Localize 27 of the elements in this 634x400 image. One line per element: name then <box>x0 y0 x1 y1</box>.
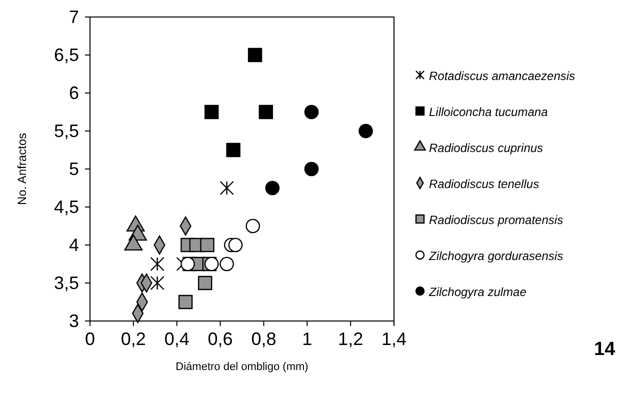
legend-label: Radiodiscus promatensis <box>429 213 564 227</box>
x-tick-label: 0 <box>84 328 96 349</box>
x-tick-label: 0,4 <box>164 328 190 349</box>
legend-label: Lilloiconcha tucumana <box>429 105 548 119</box>
y-axis-title: No. Anfractos <box>15 132 29 206</box>
x-tick-label: 0,2 <box>120 328 146 349</box>
y-tick-label: 4,5 <box>54 196 79 217</box>
legend-label: Zilchogyra gordurasensis <box>428 249 564 263</box>
y-tick-label: 5,5 <box>54 120 79 141</box>
x-tick-label: 1,4 <box>381 328 407 349</box>
y-tick-label: 4 <box>68 234 79 255</box>
y-tick-label: 6,5 <box>54 44 79 65</box>
legend-label: Zilchogyra zulmae <box>428 285 527 299</box>
y-tick-label: 6 <box>68 82 79 103</box>
x-tick-label: 0,8 <box>251 328 276 349</box>
x-tick-label: 1 <box>302 328 312 349</box>
y-tick-label: 5 <box>68 158 79 179</box>
legend-label: Radiodiscus cuprinus <box>429 141 544 155</box>
y-tick-label: 7 <box>68 6 79 27</box>
x-axis-title: Diámetro del ombligo (mm) <box>176 361 308 373</box>
legend-label: Rotadiscus amancaezensis <box>429 69 576 83</box>
y-tick-label: 3 <box>68 310 79 331</box>
legend-label: Radiodiscus tenellus <box>429 177 540 191</box>
y-tick-label: 3,5 <box>54 272 79 293</box>
x-tick-label: 1,2 <box>338 328 364 349</box>
x-tick-label: 0,6 <box>208 328 233 349</box>
text: 14 <box>594 339 616 360</box>
